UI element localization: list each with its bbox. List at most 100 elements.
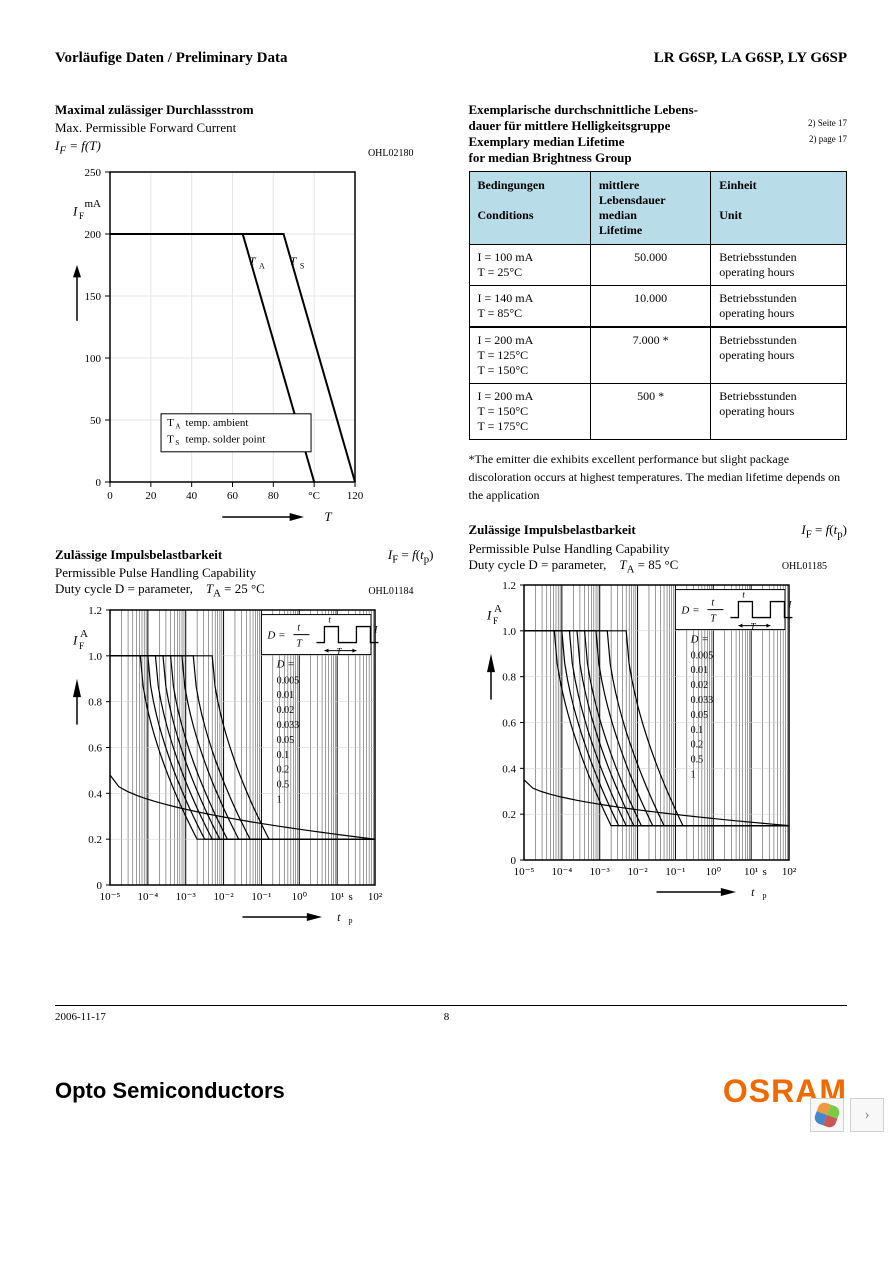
lifetime-title-de1: Exemplarische durchschnittliche Lebens- — [469, 102, 848, 118]
svg-text:I: I — [787, 600, 792, 610]
footer-page: 8 — [444, 1011, 450, 1023]
svg-text:temp. solder point: temp. solder point — [186, 433, 266, 445]
svg-text:10⁻⁵: 10⁻⁵ — [100, 891, 121, 903]
svg-text:I: I — [486, 608, 492, 623]
svg-text:0.4: 0.4 — [502, 764, 516, 776]
svg-text:10¹: 10¹ — [743, 866, 757, 878]
svg-text:s: s — [349, 891, 353, 903]
svg-text:T: T — [290, 254, 298, 268]
svg-text:10¹: 10¹ — [330, 891, 344, 903]
pulse2-ta: TA = 85 °C — [619, 557, 678, 572]
svg-text:0: 0 — [107, 490, 113, 502]
svg-text:p: p — [349, 916, 353, 925]
svg-text:0.01: 0.01 — [277, 690, 295, 701]
svg-text:1.0: 1.0 — [88, 651, 102, 663]
svg-text:s: s — [762, 866, 766, 878]
svg-text:10⁻³: 10⁻³ — [589, 866, 610, 878]
svg-text:200: 200 — [85, 229, 102, 241]
svg-text:0.5: 0.5 — [277, 779, 290, 790]
lifetime-table: BedingungenConditionsmittlereLebensdauer… — [469, 171, 848, 440]
svg-text:50: 50 — [90, 415, 102, 427]
chart1: OHL02180 020406080120°C050100150200mA250… — [55, 162, 434, 522]
svg-text:D =: D = — [276, 658, 295, 670]
nav-next-icon[interactable]: › — [850, 1098, 884, 1132]
svg-text:A: A — [494, 603, 502, 615]
svg-text:0.2: 0.2 — [502, 809, 516, 821]
svg-text:0.05: 0.05 — [277, 735, 295, 746]
svg-text:T: T — [324, 509, 332, 522]
pulse1-dc-label: Duty cycle D = parameter, — [55, 581, 193, 596]
svg-text:10⁰: 10⁰ — [292, 891, 308, 903]
svg-text:0.1: 0.1 — [277, 750, 290, 761]
svg-text:0.2: 0.2 — [690, 740, 703, 751]
lifetime-title-en2: for median Brightness Group — [469, 150, 848, 166]
lifetime-ref1: 2) Seite 17 — [808, 118, 847, 128]
svg-text:40: 40 — [186, 490, 198, 502]
pulse2-dc-label: Duty cycle D = parameter, — [469, 557, 607, 572]
svg-text:0.2: 0.2 — [277, 764, 290, 775]
svg-text:0.01: 0.01 — [690, 665, 708, 676]
svg-text:D =: D = — [689, 633, 708, 645]
svg-text:0.6: 0.6 — [88, 742, 102, 754]
svg-text:10⁻¹: 10⁻¹ — [665, 866, 685, 878]
lifetime-title-en1: Exemplary median Lifetime — [469, 134, 625, 149]
svg-text:I: I — [72, 203, 78, 218]
svg-text:250: 250 — [85, 167, 102, 179]
pulse1-title-en: Permissible Pulse Handling Capability — [55, 565, 434, 581]
svg-text:A: A — [175, 422, 180, 430]
svg-text:1.0: 1.0 — [502, 626, 516, 638]
svg-text:10⁻⁵: 10⁻⁵ — [513, 866, 534, 878]
svg-text:D =: D = — [680, 605, 699, 617]
svg-text:S: S — [300, 261, 304, 270]
svg-text:10²: 10² — [368, 891, 383, 903]
header-left: Vorläufige Daten / Preliminary Data — [55, 50, 287, 67]
svg-text:F: F — [79, 641, 84, 651]
svg-text:120: 120 — [347, 490, 364, 502]
svg-text:10⁻⁴: 10⁻⁴ — [551, 866, 572, 878]
svg-text:A: A — [80, 628, 88, 640]
chart1-title-de: Maximal zulässiger Durchlassstrom — [55, 102, 434, 118]
svg-text:temp. ambient: temp. ambient — [186, 417, 249, 429]
svg-text:p: p — [762, 891, 766, 900]
pulse2-title-de: Zulässige Impulsbelastbarkeit — [469, 522, 636, 541]
lifetime-ref2: 2) page 17 — [809, 134, 847, 144]
pulse-chart-1: OHL01184 00.20.40.60.81.01.2AIF10⁻⁵10⁻⁴1… — [55, 600, 434, 950]
svg-text:0.005: 0.005 — [277, 675, 300, 686]
svg-text:°C: °C — [308, 490, 320, 502]
svg-text:0.033: 0.033 — [277, 720, 300, 731]
svg-text:0.8: 0.8 — [88, 696, 102, 708]
svg-text:1: 1 — [690, 770, 695, 781]
brand-left: Opto Semiconductors — [55, 1078, 285, 1104]
pulse-chart-2: OHL01185 00.20.40.60.81.01.2AIF10⁻⁵10⁻⁴1… — [469, 575, 848, 925]
svg-text:60: 60 — [227, 490, 239, 502]
svg-text:S: S — [175, 438, 179, 446]
svg-text:0.8: 0.8 — [502, 672, 516, 684]
svg-text:80: 80 — [268, 490, 280, 502]
pulse2-formula: IF = f(tp) — [801, 522, 847, 541]
pulse1-ta: TA = 25 °C — [206, 581, 265, 596]
footer-date: 2006-11-17 — [55, 1011, 106, 1023]
svg-text:0.02: 0.02 — [690, 680, 708, 691]
svg-text:10⁻²: 10⁻² — [214, 891, 235, 903]
svg-text:10⁻²: 10⁻² — [627, 866, 648, 878]
svg-text:I: I — [373, 624, 378, 634]
svg-text:10⁻¹: 10⁻¹ — [251, 891, 271, 903]
nav-home-icon[interactable] — [810, 1098, 844, 1132]
svg-text:0: 0 — [96, 477, 102, 489]
pulse2-id: OHL01185 — [782, 561, 827, 572]
svg-text:100: 100 — [85, 353, 102, 365]
svg-text:0.1: 0.1 — [690, 725, 703, 736]
svg-text:t: t — [297, 622, 300, 633]
chart1-id: OHL02180 — [368, 148, 414, 159]
svg-text:T: T — [249, 254, 257, 268]
svg-text:10⁻⁴: 10⁻⁴ — [138, 891, 159, 903]
svg-text:0.4: 0.4 — [88, 788, 102, 800]
lifetime-title-de2: dauer für mittlere Helligkeitsgruppe — [469, 118, 671, 133]
svg-text:0.02: 0.02 — [277, 705, 295, 716]
pulse1-title-de: Zulässige Impulsbelastbarkeit — [55, 547, 222, 566]
svg-text:150: 150 — [85, 291, 102, 303]
svg-text:0.5: 0.5 — [690, 755, 703, 766]
svg-text:t: t — [711, 598, 714, 609]
svg-text:I: I — [72, 632, 78, 647]
svg-text:1.2: 1.2 — [502, 580, 516, 592]
